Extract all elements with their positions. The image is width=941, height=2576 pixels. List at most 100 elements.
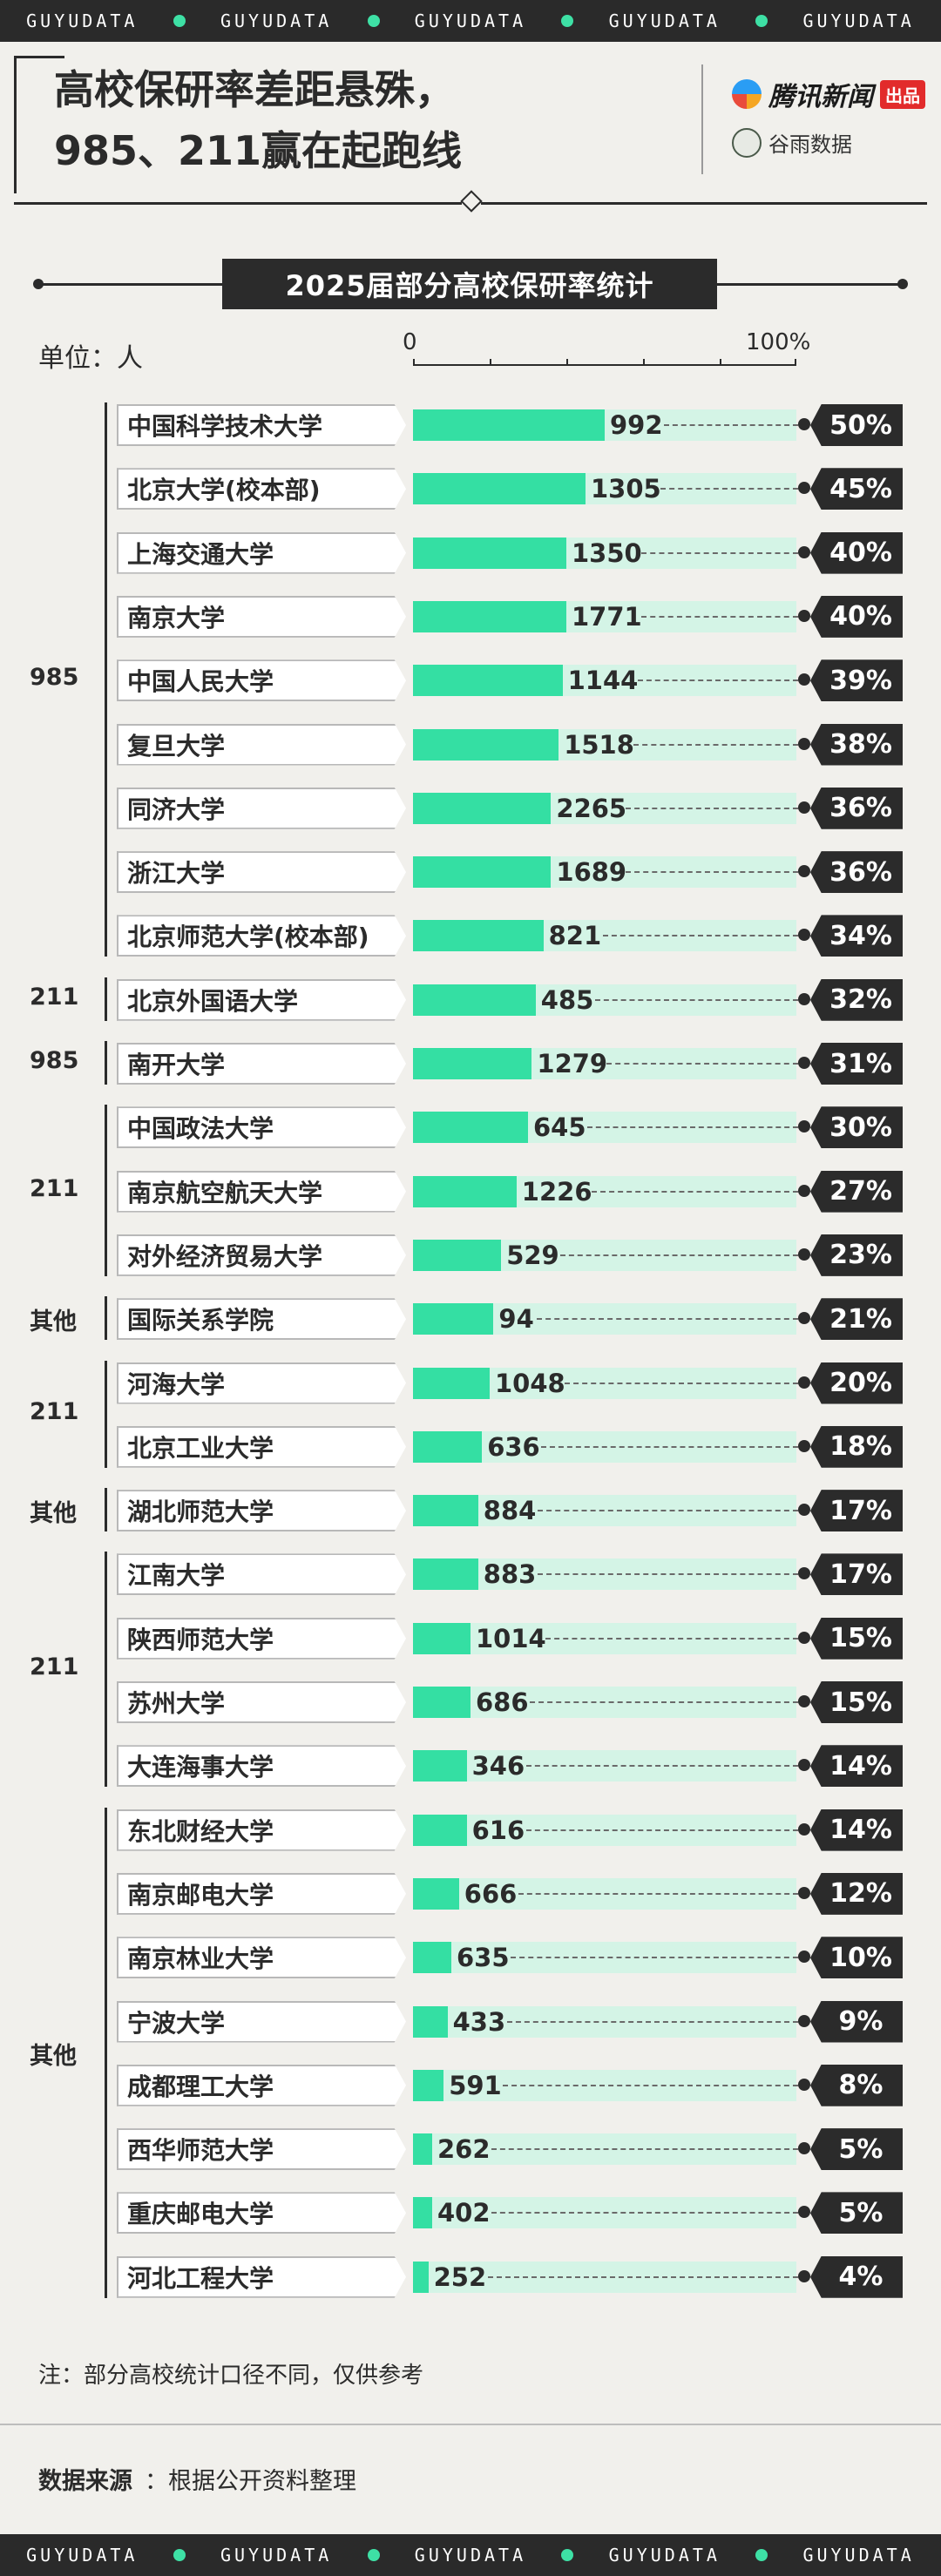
- rate-label: 39%: [810, 659, 903, 702]
- rate-label: 5%: [810, 2128, 903, 2171]
- rate-label: 20%: [810, 1362, 903, 1404]
- banner-text: GUYUDATA: [802, 2545, 915, 2566]
- bar: [413, 792, 552, 824]
- count-label: 1689: [556, 857, 627, 888]
- school-name: 苏州大学: [117, 1681, 406, 1723]
- rate-label: 31%: [810, 1043, 903, 1085]
- leader-line: [545, 1637, 798, 1640]
- rate-label: 5%: [810, 2192, 903, 2235]
- school-name: 河北工程大学: [117, 2255, 406, 2298]
- leader-line: [591, 1190, 798, 1193]
- count-label: 1048: [495, 1368, 565, 1398]
- bar: [413, 984, 536, 1016]
- count-label: 1771: [572, 601, 642, 632]
- count-label: 1144: [567, 666, 639, 696]
- rate-label: 32%: [810, 978, 903, 1021]
- count-label: 992: [610, 410, 663, 440]
- logo-text: 谷雨数据: [768, 132, 852, 157]
- connector-dot-icon: [798, 418, 810, 430]
- logo-badge: 出品: [880, 79, 925, 109]
- banner-text: GUYUDATA: [220, 2545, 333, 2566]
- leader-line: [537, 1510, 798, 1512]
- count-label: 1014: [476, 1623, 546, 1653]
- table-row: 东北财经大学 616 14%: [0, 1806, 941, 1853]
- bar: [413, 1048, 532, 1079]
- connector-dot-icon: [798, 1886, 810, 1899]
- group-bracket: [105, 977, 107, 1021]
- connector-dot-icon: [798, 482, 810, 495]
- connector-dot-icon: [798, 1184, 810, 1197]
- leader-line: [587, 1126, 798, 1129]
- table-row: 河海大学 1048 20%: [0, 1359, 941, 1406]
- group-label: 211: [30, 1653, 79, 1681]
- bar: [413, 2005, 448, 2038]
- count-label: 666: [464, 1878, 518, 1909]
- school-name: 北京外国语大学: [117, 978, 406, 1021]
- leader-line: [626, 807, 798, 809]
- connector-dot-icon: [798, 1951, 810, 1964]
- table-row: 宁波大学 433 9%: [0, 1998, 941, 2045]
- banner-text: GUYUDATA: [26, 10, 139, 31]
- count-label: 883: [483, 1559, 537, 1590]
- table-row: 西华师范大学 262 5%: [0, 2125, 941, 2172]
- leader-line: [602, 935, 798, 937]
- leader-line: [594, 998, 798, 1001]
- x-axis: [413, 359, 796, 366]
- leader-line: [503, 2084, 798, 2086]
- bar: [413, 1877, 459, 1910]
- table-row: 江南大学 883 17%: [0, 1550, 941, 1597]
- connector-dot-icon: [798, 673, 810, 686]
- school-name: 北京师范大学(校本部): [117, 915, 406, 957]
- rate-label: 10%: [810, 1937, 903, 1979]
- count-label: 433: [452, 2006, 506, 2037]
- bar: [413, 473, 586, 505]
- table-row: 国际关系学院 94 21%: [0, 1295, 941, 1342]
- connector-dot-icon: [798, 609, 810, 622]
- table-row: 南京大学 1771 40%: [0, 592, 941, 639]
- banner-text: GUYUDATA: [414, 10, 527, 31]
- connector-dot-icon: [798, 1247, 810, 1261]
- bar: [413, 1112, 528, 1144]
- leader-line: [537, 1318, 798, 1321]
- connector-dot-icon: [798, 1504, 810, 1517]
- school-name: 重庆邮电大学: [117, 2192, 406, 2235]
- connector-dot-icon: [798, 2078, 810, 2091]
- school-name: 同济大学: [117, 787, 406, 829]
- leader-line: [506, 2020, 798, 2023]
- connector-dot-icon: [798, 1631, 810, 1644]
- header: 高校保研率差距悬殊， 985、211赢在起跑线 腾讯新闻 出品 谷雨数据: [0, 42, 941, 204]
- table-row: 大连海事大学 346 14%: [0, 1741, 941, 1788]
- count-label: 821: [548, 921, 602, 951]
- connector-dot-icon: [798, 1695, 810, 1707]
- connector-dot-icon: [798, 929, 810, 942]
- table-row: 南京邮电大学 666 12%: [0, 1869, 941, 1917]
- school-name: 中国人民大学: [117, 659, 406, 702]
- tencent-news-logo-icon: [732, 79, 762, 109]
- count-label: 1518: [564, 729, 634, 760]
- banner-text: GUYUDATA: [608, 2545, 721, 2566]
- school-name: 对外经济贸易大学: [117, 1234, 406, 1276]
- rate-label: 14%: [810, 1809, 903, 1851]
- banner-text: GUYUDATA: [220, 10, 333, 31]
- count-label: 346: [471, 1751, 525, 1782]
- bar: [413, 2261, 429, 2293]
- school-name: 北京大学(校本部): [117, 468, 406, 510]
- school-name: 浙江大学: [117, 851, 406, 894]
- rate-label: 15%: [810, 1681, 903, 1723]
- group-bracket: [105, 1041, 107, 1085]
- bar: [413, 1687, 470, 1718]
- leader-line: [530, 1701, 798, 1703]
- guyu-data-logo: 谷雨数据: [732, 127, 852, 158]
- count-label: 1350: [572, 538, 642, 568]
- banner-dot-icon: [173, 2549, 186, 2561]
- rate-label: 45%: [810, 468, 903, 510]
- table-row: 浙江大学 1689 36%: [0, 848, 941, 895]
- bar: [413, 920, 544, 952]
- banner-text: GUYUDATA: [608, 10, 721, 31]
- leader-line: [518, 1892, 798, 1895]
- connector-dot-icon: [798, 992, 810, 1005]
- bar: [413, 1175, 517, 1207]
- connector-dot-icon: [798, 1822, 810, 1836]
- count-label: 2265: [556, 793, 627, 823]
- leader-line: [560, 1254, 798, 1256]
